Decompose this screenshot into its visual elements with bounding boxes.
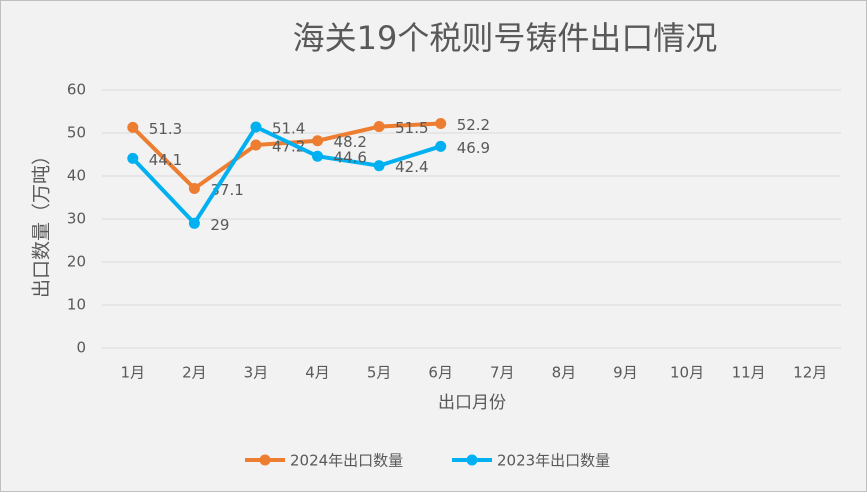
data-label: 44.1 — [149, 151, 182, 169]
data-point — [312, 135, 324, 147]
data-label: 46.9 — [457, 139, 490, 157]
x-axis-label: 出口月份 — [438, 393, 506, 413]
data-point — [188, 182, 200, 194]
data-label: 44.6 — [334, 149, 367, 167]
data-label: 42.4 — [395, 158, 428, 176]
chart-title: 海关19个税则号铸件出口情况 — [293, 19, 718, 57]
x-tick-label: 5月 — [367, 364, 392, 382]
data-point — [435, 140, 447, 152]
x-tick-label: 1月 — [121, 364, 146, 382]
legend-marker — [466, 454, 478, 466]
data-point — [373, 160, 385, 172]
series-line — [131, 124, 442, 226]
y-axis-label: 出口数量（万吨） — [31, 146, 53, 298]
data-label: 47.2 — [272, 138, 305, 156]
data-point — [435, 118, 447, 130]
x-tick-label: 12月 — [793, 364, 827, 382]
x-tick-label: 6月 — [428, 364, 453, 382]
x-tick-label: 3月 — [244, 364, 269, 382]
x-tick-label: 11月 — [732, 364, 766, 382]
data-point — [250, 139, 262, 151]
x-tick-label: 7月 — [490, 364, 515, 382]
data-label: 48.2 — [334, 133, 367, 151]
x-tick-label: 2月 — [182, 364, 207, 382]
y-tick-label: 0 — [76, 339, 86, 357]
data-point — [127, 152, 139, 164]
data-point — [312, 150, 324, 162]
y-tick-label: 30 — [67, 210, 86, 228]
x-tick-label: 8月 — [552, 364, 577, 382]
data-label: 51.3 — [149, 120, 182, 138]
data-point — [373, 121, 385, 133]
y-tick-label: 40 — [67, 167, 86, 185]
y-tick-label: 10 — [67, 296, 86, 314]
y-tick-label: 20 — [67, 253, 86, 271]
data-point — [250, 121, 262, 133]
y-tick-label: 50 — [67, 124, 86, 142]
data-label: 51.4 — [272, 119, 305, 137]
x-tick-label: 4月 — [305, 364, 330, 382]
data-label: 29 — [210, 216, 229, 234]
legend-label: 2024年出口数量 — [290, 452, 403, 470]
data-label: 51.5 — [395, 119, 428, 137]
y-tick-label: 60 — [67, 81, 86, 99]
data-point — [127, 121, 139, 133]
legend-marker — [259, 454, 271, 466]
data-label: 52.2 — [457, 116, 490, 134]
x-tick-label: 9月 — [613, 364, 638, 382]
data-point — [188, 217, 200, 229]
legend-label: 2023年出口数量 — [497, 452, 610, 470]
x-tick-label: 10月 — [670, 364, 704, 382]
